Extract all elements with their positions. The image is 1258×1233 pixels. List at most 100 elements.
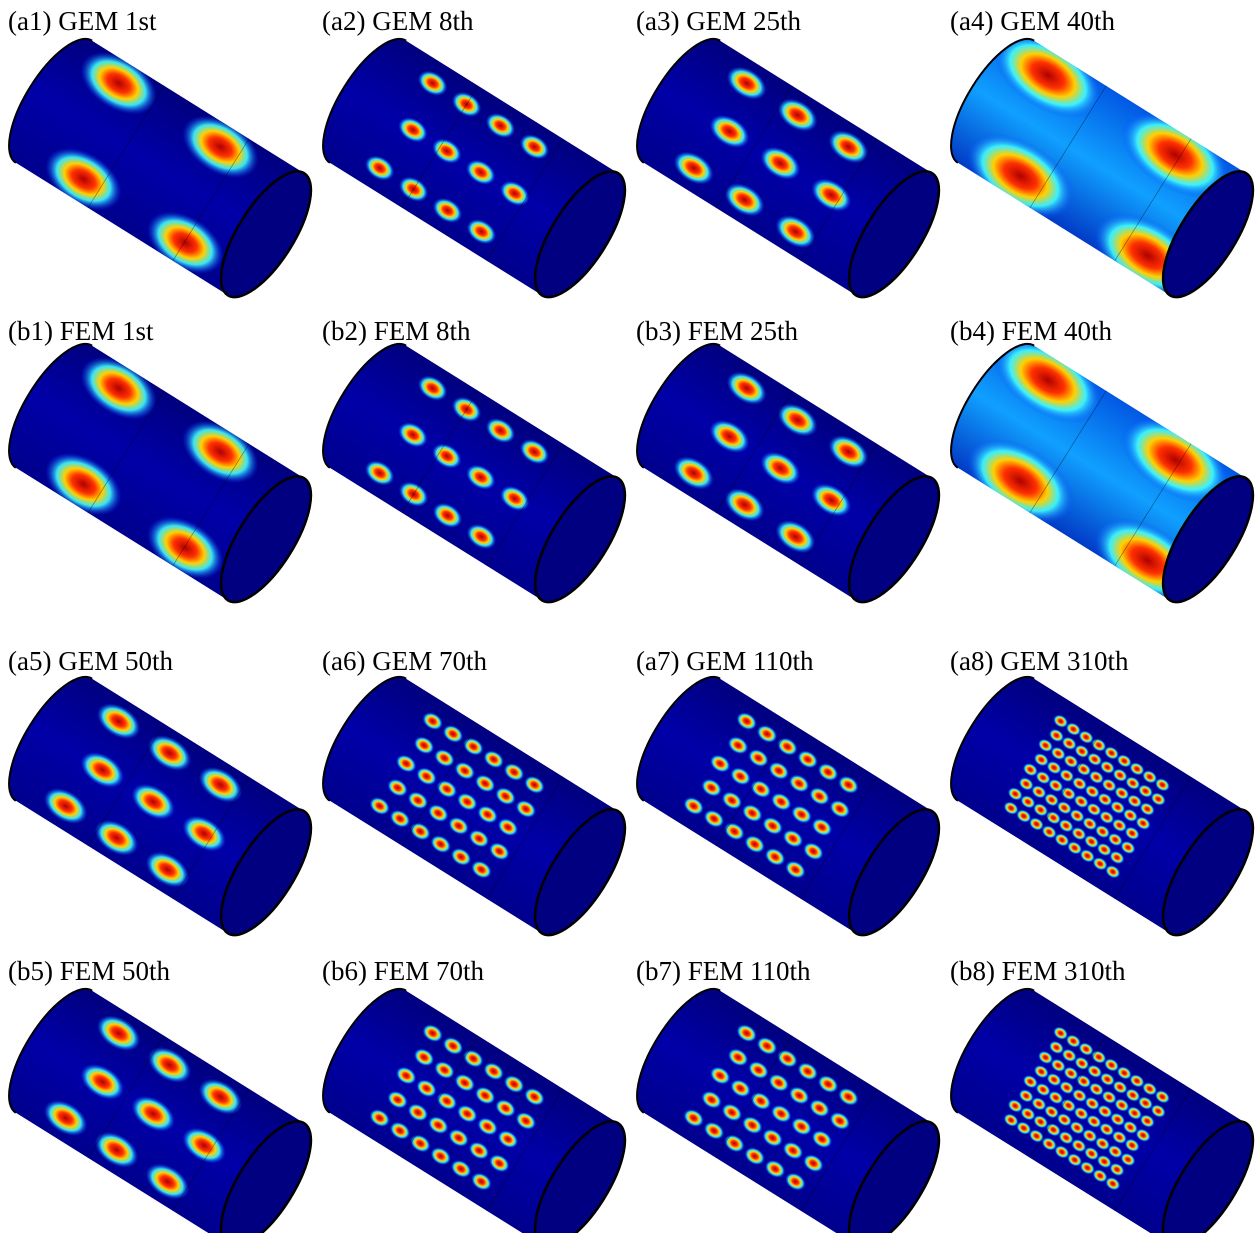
mode-lobe bbox=[369, 1109, 390, 1127]
mode-lobe bbox=[1033, 1115, 1049, 1129]
mode-lobe bbox=[471, 860, 492, 879]
mode-lobe bbox=[489, 1154, 510, 1173]
mode-lobe bbox=[96, 703, 141, 740]
panel-label: (b4) FEM 40th bbox=[950, 316, 1113, 346]
mode-lobe bbox=[448, 816, 469, 835]
mode-lobe bbox=[727, 736, 749, 755]
cylinder-outline bbox=[950, 37, 1035, 164]
panel-label: (a1) GEM 1st bbox=[8, 6, 157, 36]
edge-line bbox=[172, 776, 250, 900]
mode-lobe bbox=[1056, 801, 1072, 815]
mode-lobe bbox=[519, 439, 550, 465]
cylinder-opening bbox=[219, 170, 313, 299]
mode-lobe bbox=[724, 183, 765, 217]
edge-line bbox=[87, 723, 165, 847]
mode-lobe bbox=[450, 1159, 472, 1178]
mode-lobe bbox=[1074, 744, 1090, 758]
mode-lobe bbox=[777, 98, 818, 132]
mode-lobe bbox=[1096, 842, 1112, 857]
mode-lobe bbox=[131, 1095, 176, 1132]
mode-lobe bbox=[1048, 1040, 1064, 1055]
cylinder-outline bbox=[8, 675, 93, 802]
mode-lobe bbox=[777, 737, 798, 756]
mode-lobe bbox=[483, 1062, 504, 1081]
mode-lobe bbox=[803, 842, 824, 861]
mode-lobe bbox=[416, 767, 437, 786]
mode-lobe bbox=[1154, 1090, 1170, 1104]
panel-label: (a6) GEM 70th bbox=[322, 646, 487, 676]
mode-lobe bbox=[1038, 1050, 1054, 1065]
mode-lobe bbox=[756, 724, 778, 743]
mode-lobe bbox=[499, 180, 530, 207]
mode-lobe bbox=[1063, 754, 1079, 768]
mode-lobe bbox=[1107, 832, 1123, 847]
mode-lobe bbox=[770, 792, 792, 811]
mode-lobe bbox=[1110, 1112, 1126, 1126]
mode-lobe bbox=[1125, 1088, 1141, 1102]
mode-lobe bbox=[1112, 768, 1128, 782]
mode-lobe bbox=[1063, 1066, 1079, 1080]
mode-lobe bbox=[762, 816, 783, 835]
mode-lobe bbox=[524, 775, 545, 794]
panel-label: (a4) GEM 40th bbox=[950, 6, 1115, 36]
mode-lobe bbox=[673, 456, 714, 490]
mode-lobe bbox=[1033, 1065, 1049, 1079]
cylinder-outline bbox=[8, 987, 93, 1114]
mode-lobe bbox=[1122, 808, 1138, 822]
mode-lobe bbox=[456, 1104, 478, 1123]
mode-lobe bbox=[1022, 763, 1038, 777]
mode-lobe bbox=[1048, 728, 1064, 743]
mode-lobe bbox=[364, 155, 395, 181]
mode-lobe bbox=[468, 829, 490, 848]
mode-lobe bbox=[477, 1117, 498, 1136]
mode-lobe bbox=[485, 112, 516, 139]
mode-lobe bbox=[489, 842, 510, 861]
mode-lobe bbox=[775, 214, 816, 249]
mode-lobe bbox=[829, 799, 851, 818]
mode-lobe bbox=[828, 435, 869, 469]
panel-label: (b1) FEM 1st bbox=[8, 316, 154, 346]
mode-lobe bbox=[442, 1036, 464, 1055]
mode-lobe bbox=[364, 460, 395, 486]
mode-lobe bbox=[1095, 824, 1111, 839]
cylinder-opening bbox=[219, 808, 313, 937]
mode-shape bbox=[306, 975, 642, 1233]
mode-lobe bbox=[454, 761, 476, 780]
mode-lobe bbox=[1086, 802, 1102, 817]
mode-lobe bbox=[721, 791, 743, 810]
mode-lobe bbox=[94, 1131, 139, 1168]
mode-lobe bbox=[1104, 746, 1120, 760]
mode-lobe bbox=[777, 1049, 798, 1068]
mode-lobe bbox=[1110, 800, 1126, 814]
cylinder-outline bbox=[950, 675, 1035, 802]
mode-lobe bbox=[413, 736, 435, 755]
mode-lobe bbox=[1018, 777, 1034, 791]
mode-lobe bbox=[422, 712, 443, 731]
mode-lobe bbox=[709, 419, 750, 454]
mode-lobe bbox=[709, 1066, 731, 1085]
panel-label: (b2) FEM 8th bbox=[322, 316, 471, 346]
mode-lobe bbox=[1046, 1072, 1062, 1087]
mode-lobe bbox=[1097, 1104, 1113, 1119]
edge-line bbox=[1114, 1088, 1192, 1212]
mode-lobe bbox=[1044, 793, 1060, 807]
mode-lobe bbox=[407, 791, 429, 810]
mode-lobe bbox=[838, 775, 859, 794]
mode-lobe bbox=[471, 1172, 492, 1191]
mode-lobe bbox=[1072, 776, 1087, 791]
mode-lobe bbox=[1099, 1122, 1115, 1136]
mode-lobe bbox=[1053, 714, 1069, 728]
mode-lobe bbox=[1007, 787, 1023, 801]
mode-lobe bbox=[1105, 1177, 1121, 1191]
mode-lobe bbox=[1038, 738, 1054, 753]
mode-lobe bbox=[1124, 1138, 1140, 1152]
mode-lobe bbox=[1029, 817, 1044, 831]
mode-lobe bbox=[742, 804, 763, 823]
edge-line bbox=[401, 85, 479, 209]
mode-shape bbox=[934, 330, 1258, 616]
edge-line bbox=[486, 776, 564, 900]
mode-lobe bbox=[1056, 1113, 1072, 1127]
mode-lobe bbox=[811, 178, 852, 212]
mode-lobe bbox=[1084, 1096, 1100, 1111]
edge-line bbox=[87, 390, 165, 514]
